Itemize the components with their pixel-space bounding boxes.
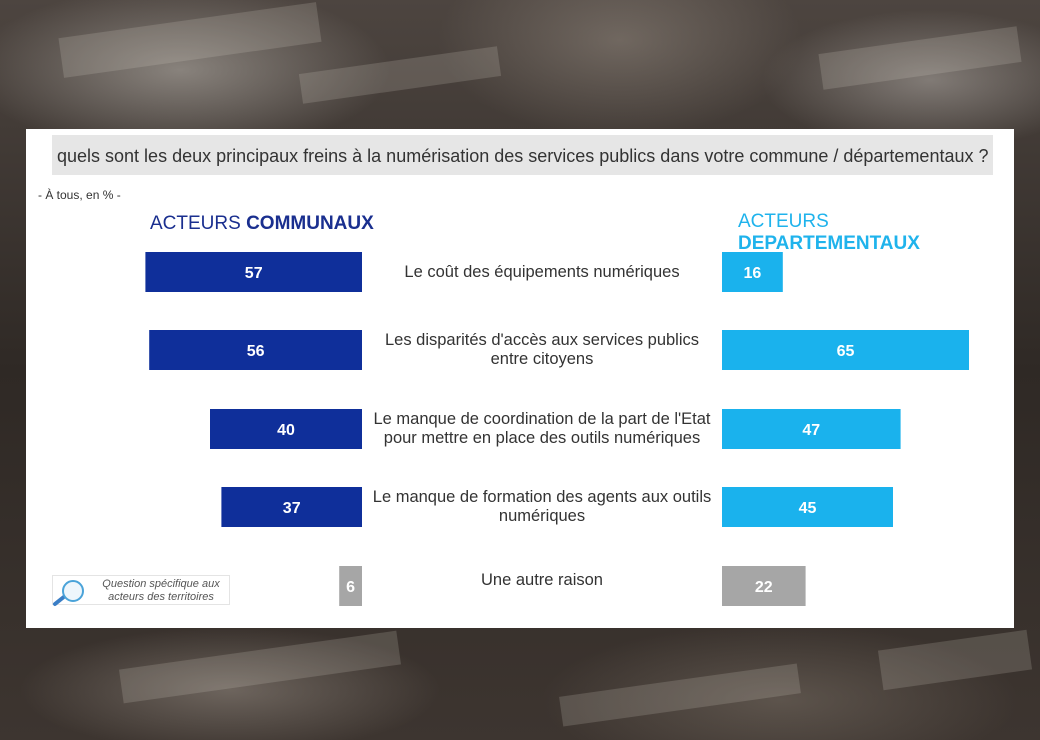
bar-departementaux-3 xyxy=(722,487,893,527)
bar-communaux-2 xyxy=(210,409,362,449)
value-label-communaux-2: 40 xyxy=(277,422,295,439)
value-label-communaux-4: 6 xyxy=(346,579,355,596)
communaux-heading-bold: COMMUNAUX xyxy=(246,213,374,234)
base-note: - À tous, en % - xyxy=(38,188,121,202)
category-label-2: Le manque de coordination de la part de … xyxy=(373,410,711,447)
departementaux-heading: ACTEURS DEPARTEMENTAUX xyxy=(738,211,1014,255)
bar-communaux-0 xyxy=(145,252,362,292)
value-label-communaux-3: 37 xyxy=(283,500,301,517)
departementaux-heading-bold: DEPARTEMENTAUX xyxy=(738,233,920,254)
bar-departementaux-1 xyxy=(722,330,969,370)
bar-communaux-4 xyxy=(339,566,362,606)
category-label-4: Une autre raison xyxy=(481,570,603,589)
footnote-text: Question spécifique aux acteurs des terr… xyxy=(102,578,220,603)
bar-communaux-1 xyxy=(149,330,362,370)
bar-departementaux-4 xyxy=(722,566,806,606)
value-label-departementaux-3: 45 xyxy=(799,500,817,517)
value-label-communaux-1: 56 xyxy=(247,343,265,360)
bar-departementaux-0 xyxy=(722,252,783,292)
value-label-departementaux-1: 65 xyxy=(837,343,855,360)
category-label-3: Le manque de formation des agents aux ou… xyxy=(372,488,712,525)
category-label-1: Les disparités d'accès aux services publ… xyxy=(384,331,700,368)
communaux-heading-prefix: ACTEURS xyxy=(150,213,247,234)
departementaux-heading-prefix: ACTEURS xyxy=(738,211,829,232)
bar-communaux-3 xyxy=(221,487,362,527)
value-label-departementaux-4: 22 xyxy=(755,579,773,596)
value-label-departementaux-2: 47 xyxy=(802,422,820,439)
value-label-communaux-0: 57 xyxy=(245,265,263,282)
magnifier-icon xyxy=(53,580,84,606)
footnote-box: Question spécifique aux acteurs des terr… xyxy=(52,575,230,606)
butterfly-bar-chart: 57 16 56 65 40 47 37 45 6 22 xyxy=(145,252,969,606)
value-label-departementaux-0: 16 xyxy=(744,265,762,282)
question-title: quels sont les deux principaux freins à … xyxy=(52,135,993,175)
slide-panel: quels sont les deux principaux freins à … xyxy=(26,129,1014,628)
communaux-heading: ACTEURS COMMUNAUX xyxy=(150,213,374,235)
bar-departementaux-2 xyxy=(722,409,901,449)
category-label-0: Le coût des équipements numériques xyxy=(404,262,680,281)
